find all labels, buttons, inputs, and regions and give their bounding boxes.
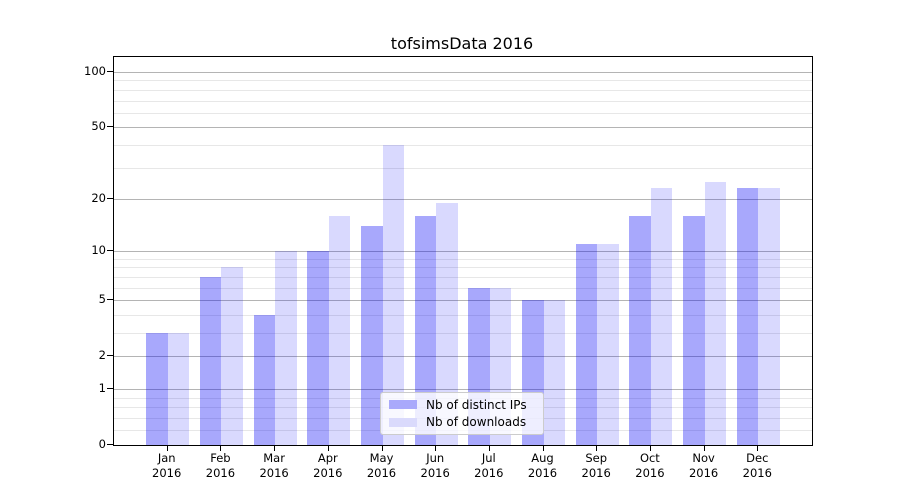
- minor-gridline: [114, 267, 812, 269]
- minor-gridline: [114, 144, 812, 146]
- bar-nb-of-distinct-ips-mar: [253, 314, 276, 445]
- x-tick-label-jan: Jan 2016: [152, 451, 182, 480]
- bar-nb-of-distinct-ips-feb: [199, 276, 222, 445]
- bar-nb-of-distinct-ips-dec: [736, 188, 759, 445]
- x-tick-mark: [757, 445, 759, 451]
- major-gridline: [114, 356, 812, 358]
- bar-nb-of-downloads-may: [382, 144, 404, 445]
- bar-nb-of-downloads-aug: [543, 300, 565, 445]
- x-tick-label-dec: Dec 2016: [742, 451, 772, 480]
- y-tick-mark: [107, 444, 113, 445]
- y-tick-mark: [107, 250, 113, 252]
- y-tick-mark: [107, 71, 113, 72]
- bar-nb-of-downloads-feb: [221, 267, 243, 445]
- y-tick-mark: [107, 197, 113, 199]
- y-tick-label: 5: [98, 292, 106, 307]
- chart-title: tofsimsData 2016: [390, 34, 534, 53]
- legend-item-distinct-ips: Nb of distinct IPs: [389, 398, 535, 412]
- x-tick-mark: [703, 445, 705, 451]
- minor-gridline: [114, 112, 812, 114]
- x-tick-mark: [220, 445, 222, 451]
- bar-nb-of-distinct-ips-sep: [575, 244, 598, 445]
- bar-nb-of-downloads-jan: [167, 333, 190, 445]
- x-tick-label-jul: Jul 2016: [474, 451, 504, 480]
- x-tick-mark: [327, 445, 329, 451]
- minor-gridline: [114, 333, 812, 334]
- y-tick-mark: [107, 299, 113, 301]
- minor-gridline: [114, 167, 812, 169]
- y-tick-mark: [107, 388, 113, 389]
- y-tick-label: 2: [98, 348, 106, 363]
- minor-gridline: [114, 314, 812, 316]
- major-gridline: [114, 127, 812, 129]
- x-tick-mark: [488, 445, 490, 451]
- x-tick-label-may: May 2016: [366, 451, 397, 480]
- plot-area: [113, 56, 813, 446]
- major-gridline: [114, 251, 812, 253]
- x-tick-mark: [596, 445, 598, 451]
- bar-nb-of-downloads-oct: [650, 188, 673, 445]
- y-tick-label: 50: [91, 119, 106, 134]
- x-tick-label-aug: Aug 2016: [527, 451, 558, 480]
- bar-nb-of-downloads-apr: [328, 216, 351, 445]
- bar-nb-of-downloads-sep: [597, 244, 619, 445]
- x-tick-label-sep: Sep 2016: [581, 451, 611, 480]
- y-tick-mark: [107, 355, 113, 357]
- major-gridline: [114, 72, 812, 73]
- x-tick-label-apr: Apr 2016: [313, 451, 343, 480]
- minor-gridline: [114, 258, 812, 260]
- minor-gridline: [114, 80, 812, 82]
- legend-swatch-downloads: [389, 417, 417, 427]
- legend: Nb of distinct IPs Nb of downloads: [380, 392, 544, 435]
- bar-nb-of-downloads-jun: [436, 202, 458, 445]
- major-gridline: [114, 198, 812, 200]
- bar-nb-of-distinct-ips-apr: [307, 251, 329, 445]
- y-tick-mark: [107, 126, 113, 128]
- minor-gridline: [114, 100, 812, 102]
- bar-nb-of-distinct-ips-nov: [683, 216, 705, 445]
- x-tick-label-nov: Nov 2016: [688, 451, 719, 480]
- bar-nb-of-distinct-ips-jun: [414, 216, 437, 445]
- x-tick-mark: [649, 445, 651, 451]
- y-tick-label: 10: [91, 243, 106, 258]
- y-tick-label: 100: [84, 64, 106, 78]
- y-tick-label: 0: [98, 437, 106, 451]
- major-gridline: [114, 389, 812, 390]
- minor-gridline: [114, 287, 812, 289]
- x-tick-mark: [274, 445, 276, 451]
- minor-gridline: [114, 89, 812, 91]
- legend-swatch-distinct-ips: [389, 400, 417, 410]
- x-tick-mark: [435, 445, 437, 451]
- legend-label-downloads: Nb of downloads: [426, 415, 527, 430]
- major-gridline: [114, 300, 812, 302]
- y-tick-label: 20: [91, 190, 106, 205]
- x-tick-mark: [381, 445, 383, 451]
- y-tick-label: 1: [98, 381, 106, 395]
- bar-nb-of-downloads-nov: [704, 181, 727, 445]
- x-tick-label-feb: Feb 2016: [205, 451, 236, 480]
- bar-nb-of-distinct-ips-oct: [629, 216, 651, 445]
- x-tick-label-mar: Mar 2016: [259, 451, 289, 480]
- bar-nb-of-distinct-ips-may: [361, 226, 383, 445]
- bar-nb-of-distinct-ips-jan: [146, 333, 168, 445]
- x-tick-label-oct: Oct 2016: [635, 451, 665, 480]
- bar-nb-of-downloads-mar: [275, 251, 297, 445]
- minor-gridline: [114, 276, 812, 278]
- bar-nb-of-downloads-dec: [758, 188, 780, 445]
- legend-label-distinct-ips: Nb of distinct IPs: [426, 397, 527, 412]
- x-tick-mark: [166, 445, 168, 451]
- legend-item-downloads: Nb of downloads: [389, 415, 535, 429]
- x-tick-mark: [542, 445, 544, 451]
- x-tick-label-jun: Jun 2016: [420, 451, 450, 480]
